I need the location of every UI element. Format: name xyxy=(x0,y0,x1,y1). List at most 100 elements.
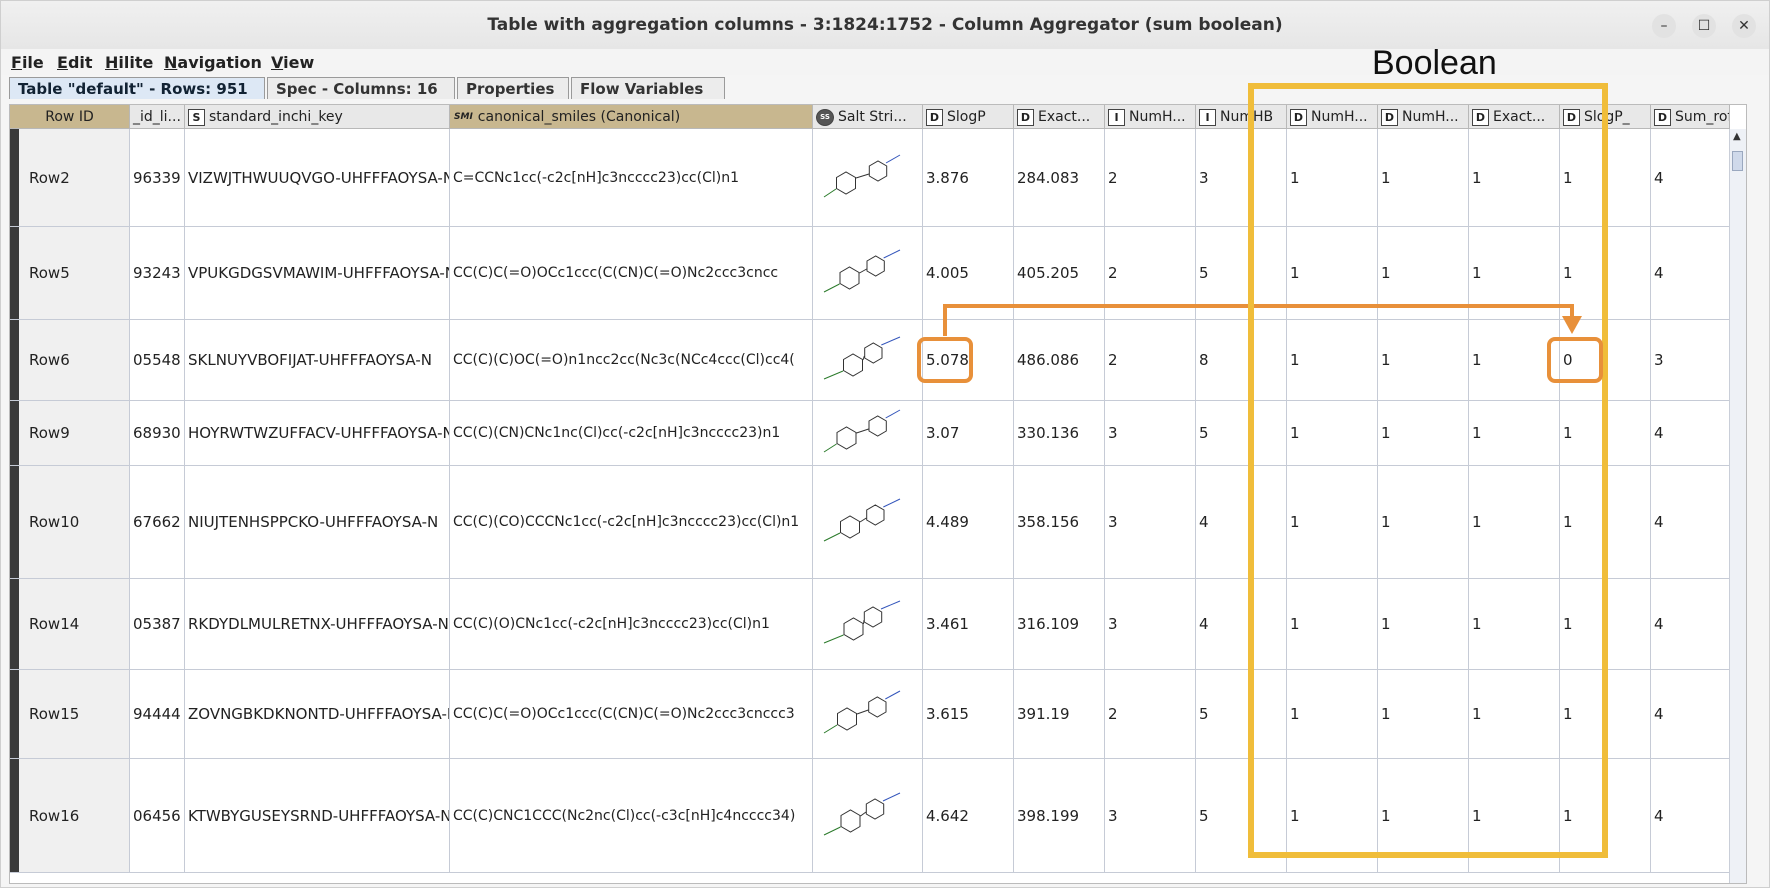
cell-num-h-bool-1[interactable]: 1 xyxy=(1287,320,1378,400)
cell-inchi-key[interactable]: KTWBYGUSEYSRND-UHFFFAOYSA-N xyxy=(185,759,450,872)
cell-id-link[interactable]: 68930 xyxy=(130,401,185,465)
cell-slogp-bool[interactable]: 0 xyxy=(1560,320,1651,400)
cell-num-h-bool-2[interactable]: 1 xyxy=(1378,227,1469,319)
cell-smiles[interactable]: C=CCNc1cc(-c2c[nH]c3ncccc23)cc(Cl)n1 xyxy=(450,129,813,226)
cell-exact-mass[interactable]: 391.19 xyxy=(1014,670,1105,758)
cell-num-h-1[interactable]: 2 xyxy=(1105,227,1196,319)
scroll-thumb[interactable] xyxy=(1732,151,1743,171)
cell-id-link[interactable]: 96339 xyxy=(130,129,185,226)
cell-row-id[interactable]: Row6 xyxy=(10,320,130,400)
scroll-up-icon[interactable]: ▲ xyxy=(1733,131,1741,142)
cell-slogp-bool[interactable]: 1 xyxy=(1560,227,1651,319)
cell-smiles[interactable]: CC(C)(CN)CNc1nc(Cl)cc(-c2c[nH]c3ncccc23)… xyxy=(450,401,813,465)
cell-slogp-bool[interactable]: 1 xyxy=(1560,129,1651,226)
cell-salt-structure[interactable] xyxy=(813,401,923,465)
cell-id-link[interactable]: 05387 xyxy=(130,579,185,669)
column-header-num-hb[interactable]: I NumHB xyxy=(1196,105,1287,129)
column-header-exact-bool[interactable]: D Exact... xyxy=(1469,105,1560,129)
cell-num-h-bool-1[interactable]: 1 xyxy=(1287,466,1378,578)
table-row[interactable]: Row10 67662 NIUJTENHSPPCKO-UHFFFAOYSA-N CC(… xyxy=(10,466,1730,579)
cell-num-hb[interactable]: 8 xyxy=(1196,320,1287,400)
title-bar[interactable]: Table with aggregation columns - 3:1824:… xyxy=(1,1,1769,50)
cell-slogp[interactable]: 3.876 xyxy=(923,129,1014,226)
cell-slogp-bool[interactable]: 1 xyxy=(1560,759,1651,872)
cell-inchi-key[interactable]: VIZWJTHWUUQVGO-UHFFFAOYSA-N xyxy=(185,129,450,226)
cell-slogp-bool[interactable]: 1 xyxy=(1560,401,1651,465)
menu-edit[interactable]: Edit xyxy=(57,53,93,72)
cell-num-hb[interactable]: 3 xyxy=(1196,129,1287,226)
cell-slogp[interactable]: 3.461 xyxy=(923,579,1014,669)
vertical-scrollbar[interactable]: ▲ xyxy=(1729,129,1746,883)
cell-num-h-1[interactable]: 2 xyxy=(1105,129,1196,226)
cell-smiles[interactable]: CC(C)(O)CNc1cc(-c2c[nH]c3ncccc23)cc(Cl)n… xyxy=(450,579,813,669)
cell-exact-mass[interactable]: 358.156 xyxy=(1014,466,1105,578)
cell-row-id[interactable]: Row2 xyxy=(10,129,130,226)
cell-exact-bool[interactable]: 1 xyxy=(1469,579,1560,669)
cell-id-link[interactable]: 05548 xyxy=(130,320,185,400)
cell-num-h-bool-2[interactable]: 1 xyxy=(1378,670,1469,758)
table-row[interactable]: Row5 93243 VPUKGDGSVMAWIM-UHFFFAOYSA-N CC(C… xyxy=(10,227,1730,320)
cell-num-h-bool-2[interactable]: 1 xyxy=(1378,401,1469,465)
cell-row-id[interactable]: Row16 xyxy=(10,759,130,872)
table-row[interactable]: Row14 05387 RKDYDLMULRETNX-UHFFFAOYSA-N CC(… xyxy=(10,579,1730,670)
cell-row-id[interactable]: Row15 xyxy=(10,670,130,758)
close-button[interactable]: ✕ xyxy=(1732,14,1756,38)
column-header-slogp[interactable]: D SlogP xyxy=(923,105,1014,129)
cell-id-link[interactable]: 94444 xyxy=(130,670,185,758)
menu-navigation[interactable]: Navigation xyxy=(164,53,262,72)
cell-exact-mass[interactable]: 316.109 xyxy=(1014,579,1105,669)
cell-num-h-bool-2[interactable]: 1 xyxy=(1378,129,1469,226)
cell-num-hb[interactable]: 4 xyxy=(1196,466,1287,578)
cell-slogp[interactable]: 3.615 xyxy=(923,670,1014,758)
menu-view[interactable]: View xyxy=(271,53,315,72)
cell-salt-structure[interactable] xyxy=(813,759,923,872)
cell-num-h-bool-2[interactable]: 1 xyxy=(1378,466,1469,578)
cell-num-hb[interactable]: 5 xyxy=(1196,670,1287,758)
cell-slogp[interactable]: 4.642 xyxy=(923,759,1014,872)
cell-exact-bool[interactable]: 1 xyxy=(1469,401,1560,465)
cell-inchi-key[interactable]: ZOVNGBKDKNONTD-UHFFFAOYSA-N xyxy=(185,670,450,758)
cell-exact-mass[interactable]: 398.199 xyxy=(1014,759,1105,872)
cell-num-hb[interactable]: 5 xyxy=(1196,227,1287,319)
cell-id-link[interactable]: 93243 xyxy=(130,227,185,319)
table-row[interactable]: Row16 06456 KTWBYGUSEYSRND-UHFFFAOYSA-N CC(… xyxy=(10,759,1730,873)
cell-slogp-bool[interactable]: 1 xyxy=(1560,670,1651,758)
cell-num-hb[interactable]: 4 xyxy=(1196,579,1287,669)
cell-num-hb[interactable]: 5 xyxy=(1196,759,1287,872)
cell-smiles[interactable]: CC(C)(C)OC(=O)n1ncc2cc(Nc3c(NCc4ccc(Cl)c… xyxy=(450,320,813,400)
cell-inchi-key[interactable]: VPUKGDGSVMAWIM-UHFFFAOYSA-N xyxy=(185,227,450,319)
cell-exact-bool[interactable]: 1 xyxy=(1469,227,1560,319)
cell-exact-bool[interactable]: 1 xyxy=(1469,759,1560,872)
cell-num-h-bool-2[interactable]: 1 xyxy=(1378,320,1469,400)
cell-smiles[interactable]: CC(C)C(=O)OCc1ccc(C(CN)C(=O)Nc2ccc3cnccc… xyxy=(450,670,813,758)
cell-num-h-bool-1[interactable]: 1 xyxy=(1287,579,1378,669)
cell-num-h-bool-1[interactable]: 1 xyxy=(1287,670,1378,758)
cell-inchi-key[interactable]: SKLNUYVBOFIJAT-UHFFFAOYSA-N xyxy=(185,320,450,400)
cell-salt-structure[interactable] xyxy=(813,320,923,400)
menu-file[interactable]: File xyxy=(11,53,44,72)
minimize-button[interactable]: – xyxy=(1652,14,1676,38)
cell-smiles[interactable]: CC(C)(CO)CCCNc1cc(-c2c[nH]c3ncccc23)cc(C… xyxy=(450,466,813,578)
table-row[interactable]: Row15 94444 ZOVNGBKDKNONTD-UHFFFAOYSA-N CC(… xyxy=(10,670,1730,759)
table-row[interactable]: Row2 96339 VIZWJTHWUUQVGO-UHFFFAOYSA-N C=CC… xyxy=(10,129,1730,227)
cell-slogp[interactable]: 4.489 xyxy=(923,466,1014,578)
cell-smiles[interactable]: CC(C)C(=O)OCc1ccc(C(CN)C(=O)Nc2ccc3cncc xyxy=(450,227,813,319)
cell-num-h-1[interactable]: 3 xyxy=(1105,466,1196,578)
column-header-smiles[interactable]: SMI canonical_smiles (Canonical) xyxy=(450,105,813,129)
cell-exact-mass[interactable]: 284.083 xyxy=(1014,129,1105,226)
cell-id-link[interactable]: 06456 xyxy=(130,759,185,872)
cell-row-id[interactable]: Row14 xyxy=(10,579,130,669)
column-header-num-h-bool-1[interactable]: D NumH... xyxy=(1287,105,1378,129)
cell-num-h-1[interactable]: 3 xyxy=(1105,759,1196,872)
cell-exact-mass[interactable]: 330.136 xyxy=(1014,401,1105,465)
cell-inchi-key[interactable]: RKDYDLMULRETNX-UHFFFAOYSA-N xyxy=(185,579,450,669)
cell-row-id[interactable]: Row10 xyxy=(10,466,130,578)
column-header-num-h-bool-2[interactable]: D NumH... xyxy=(1378,105,1469,129)
tab-flow-variables[interactable]: Flow Variables xyxy=(571,77,725,99)
cell-slogp[interactable]: 4.005 xyxy=(923,227,1014,319)
column-header-exact-mass[interactable]: D Exact... xyxy=(1014,105,1105,129)
cell-num-h-1[interactable]: 2 xyxy=(1105,320,1196,400)
cell-num-h-bool-1[interactable]: 1 xyxy=(1287,759,1378,872)
cell-salt-structure[interactable] xyxy=(813,227,923,319)
